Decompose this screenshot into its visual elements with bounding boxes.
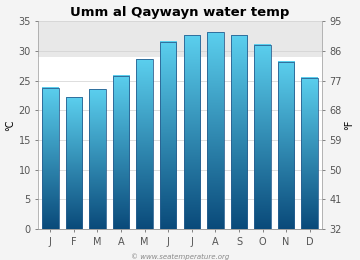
Text: © www.seatemperature.org: © www.seatemperature.org bbox=[131, 253, 229, 260]
Bar bbox=[66, 97, 82, 229]
Bar bbox=[278, 62, 294, 229]
Bar bbox=[184, 35, 200, 229]
Bar bbox=[113, 76, 129, 229]
Y-axis label: °F: °F bbox=[345, 120, 355, 130]
Bar bbox=[89, 89, 106, 229]
Bar bbox=[207, 32, 224, 229]
Y-axis label: °C: °C bbox=[5, 119, 15, 131]
Bar bbox=[42, 88, 59, 229]
Bar bbox=[39, 21, 321, 57]
Bar bbox=[254, 45, 271, 229]
Bar bbox=[231, 35, 247, 229]
Bar bbox=[301, 77, 318, 229]
Bar bbox=[136, 59, 153, 229]
Title: Umm al Qaywayn water temp: Umm al Qaywayn water temp bbox=[70, 5, 290, 18]
Bar bbox=[160, 42, 176, 229]
